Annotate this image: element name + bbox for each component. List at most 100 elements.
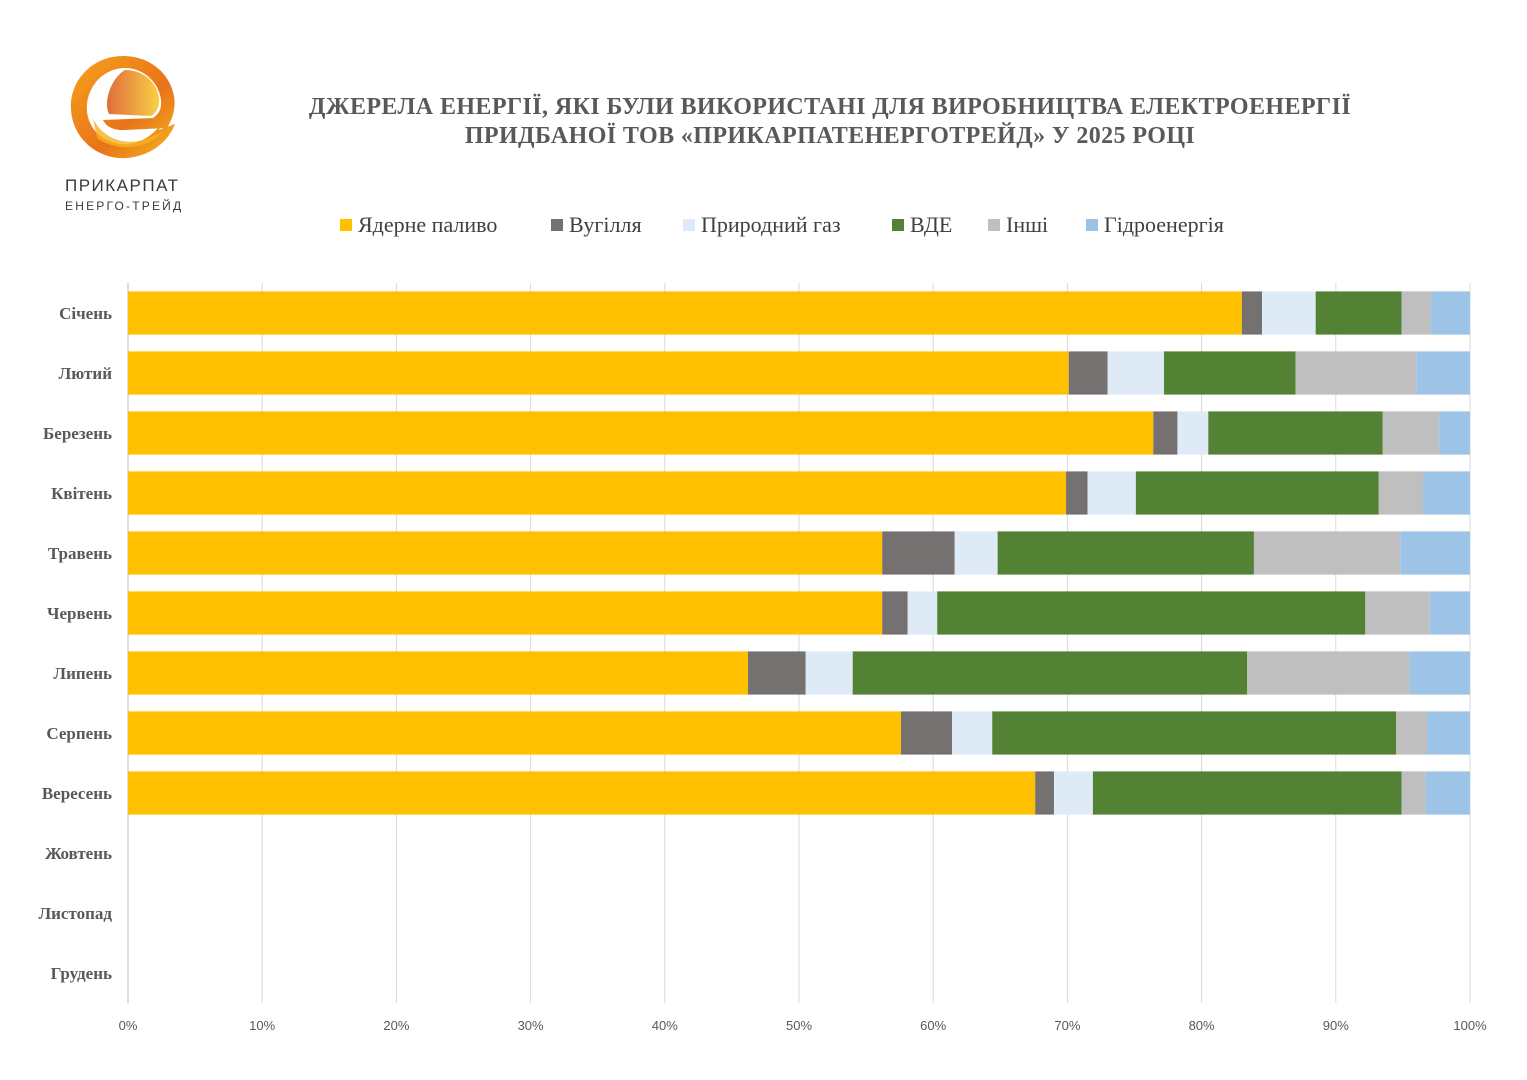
- legend-swatch-icon: [988, 219, 1000, 231]
- bar-segment: [1035, 771, 1054, 815]
- y-tick-label: Березень: [43, 424, 112, 443]
- x-tick-label: 0%: [119, 1018, 138, 1033]
- bar-segment: [1378, 471, 1424, 515]
- x-tick-label: 30%: [518, 1018, 544, 1033]
- y-tick-label: Травень: [48, 544, 112, 563]
- bar-segment: [1400, 531, 1470, 575]
- bar-segment: [128, 591, 883, 635]
- bar-segment: [1401, 771, 1426, 815]
- bar-segment: [997, 531, 1254, 575]
- bar-segment: [1253, 531, 1401, 575]
- bar-segment: [992, 711, 1397, 755]
- y-tick-label: Серпень: [46, 724, 112, 743]
- bar-segment: [1087, 471, 1136, 515]
- bar-segment: [1396, 711, 1428, 755]
- bar-segment: [1241, 291, 1262, 335]
- chart-legend: Ядерне паливо Вугілля Природний газ ВДЕ Інші…: [0, 210, 1527, 240]
- bar-segment: [1068, 351, 1108, 395]
- legend-item: ВДЕ: [892, 210, 952, 240]
- y-tick-label: Листопад: [38, 904, 112, 923]
- company-logo: ПРИКАРПАТ ЕНЕРГО-ТРЕЙД: [55, 48, 190, 218]
- bar-segment: [1315, 291, 1402, 335]
- x-tick-label: 40%: [652, 1018, 678, 1033]
- legend-swatch-icon: [551, 219, 563, 231]
- legend-swatch-icon: [1086, 219, 1098, 231]
- bar-segment: [748, 651, 806, 695]
- y-tick-label: Січень: [59, 304, 112, 323]
- legend-label: ВДЕ: [910, 212, 953, 237]
- bar-segment: [128, 651, 749, 695]
- bar-segment: [1053, 771, 1093, 815]
- bar-segment: [128, 291, 1242, 335]
- bar-segment: [128, 771, 1036, 815]
- bar-segment: [1431, 291, 1470, 335]
- bar-segment: [1429, 591, 1470, 635]
- legend-swatch-icon: [683, 219, 695, 231]
- x-tick-label: 90%: [1323, 1018, 1349, 1033]
- y-tick-label: Квітень: [51, 484, 112, 503]
- bar-segment: [1401, 291, 1432, 335]
- legend-label: Ядерне паливо: [358, 212, 498, 237]
- bar-segment: [1427, 711, 1470, 755]
- bar-segment: [1164, 351, 1296, 395]
- bar-segment: [128, 351, 1069, 395]
- bar-segment: [951, 711, 993, 755]
- legend-item: Гідроенергія: [1086, 210, 1224, 240]
- chart-title: ДЖЕРЕЛА ЕНЕРГІЇ, ЯКІ БУЛИ ВИКОРИСТАНІ ДЛ…: [230, 93, 1430, 151]
- legend-item: Інші: [988, 210, 1048, 240]
- bar-segment: [1382, 411, 1440, 455]
- legend-item: Ядерне паливо: [340, 210, 497, 240]
- bar-segment: [1416, 351, 1470, 395]
- bar-segment: [1177, 411, 1209, 455]
- legend-item: Природний газ: [683, 210, 841, 240]
- bar-segment: [937, 591, 1366, 635]
- x-tick-label: 100%: [1453, 1018, 1487, 1033]
- bar-segment: [882, 531, 955, 575]
- bar-segment: [1208, 411, 1383, 455]
- bar-segment: [1439, 411, 1470, 455]
- legend-label: Гідроенергія: [1104, 212, 1224, 237]
- bar-segment: [1066, 471, 1088, 515]
- bar-segment: [1409, 651, 1470, 695]
- bar-segment: [128, 471, 1067, 515]
- y-tick-label: Жовтень: [45, 844, 112, 863]
- chart-title-line2: ПРИДБАНОЇ ТОВ «ПРИКАРПАТЕНЕРГОТРЕЙД» У 2…: [464, 123, 1196, 149]
- legend-swatch-icon: [892, 219, 904, 231]
- bar-segment: [1425, 771, 1470, 815]
- bar-segment: [907, 591, 938, 635]
- bar-segment: [1107, 351, 1165, 395]
- bar-segment: [1261, 291, 1316, 335]
- legend-label: Природний газ: [701, 212, 841, 237]
- bar-segment: [128, 531, 883, 575]
- legend-item: Вугілля: [551, 210, 642, 240]
- x-tick-label: 70%: [1054, 1018, 1080, 1033]
- bar-segment: [954, 531, 998, 575]
- x-tick-label: 80%: [1189, 1018, 1215, 1033]
- bar-segment: [1247, 651, 1410, 695]
- x-tick-label: 50%: [786, 1018, 812, 1033]
- logo-e-icon: [70, 56, 175, 159]
- bar-segment: [1135, 471, 1379, 515]
- y-tick-label: Липень: [53, 664, 112, 683]
- bar-segment: [128, 411, 1154, 455]
- legend-label: Вугілля: [569, 212, 642, 237]
- legend-label: Інші: [1006, 212, 1049, 237]
- bar-segment: [1365, 591, 1430, 635]
- x-tick-label: 10%: [249, 1018, 275, 1033]
- y-tick-label: Грудень: [51, 964, 112, 983]
- bar-segment: [1092, 771, 1402, 815]
- bar-segment: [882, 591, 908, 635]
- y-tick-label: Лютий: [59, 364, 113, 383]
- logo-text-line1: ПРИКАРПАТ: [65, 176, 180, 195]
- x-tick-label: 20%: [383, 1018, 409, 1033]
- bar-segment: [1153, 411, 1178, 455]
- logo-text-line2: ЕНЕРГО-ТРЕЙД: [65, 199, 184, 213]
- bar-segment: [128, 711, 901, 755]
- x-tick-label: 60%: [920, 1018, 946, 1033]
- chart-title-line1: ДЖЕРЕЛА ЕНЕРГІЇ, ЯКІ БУЛИ ВИКОРИСТАНІ ДЛ…: [308, 94, 1352, 120]
- bar-segment: [852, 651, 1248, 695]
- legend-swatch-icon: [340, 219, 352, 231]
- y-tick-label: Червень: [47, 604, 112, 623]
- bar-segment: [900, 711, 952, 755]
